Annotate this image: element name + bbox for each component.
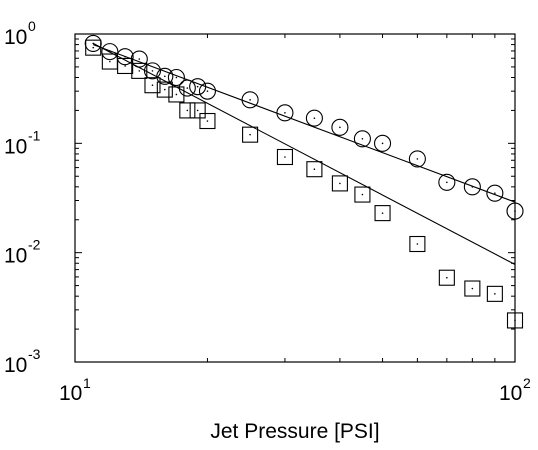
marker-center-dot (109, 60, 111, 63)
fit-line-2 (92, 42, 516, 265)
marker-center-dot (138, 58, 141, 60)
marker-center-dot (381, 142, 384, 145)
circle-marker (438, 173, 456, 191)
circle-marker (331, 118, 349, 136)
fit-lines (92, 42, 516, 265)
square-marker (331, 175, 348, 192)
marker-center-dot (138, 70, 141, 72)
marker-center-dot (284, 156, 286, 158)
y-tick-label: 10 (4, 245, 27, 268)
square-marker (131, 62, 148, 79)
marker-center-dot (164, 88, 166, 91)
marker-center-dot (361, 193, 364, 196)
y-tick-label: 10 (4, 135, 27, 158)
circle-marker (156, 67, 174, 85)
circle-marker (189, 78, 207, 96)
circle-marker (373, 134, 392, 152)
square-marker (156, 81, 173, 98)
marker-center-dot (92, 46, 95, 49)
square-marker (189, 102, 206, 119)
marker-center-dot (186, 109, 189, 112)
marker-center-dot (381, 212, 384, 214)
square-marker (199, 112, 216, 130)
square-marker (85, 39, 102, 56)
marker-center-dot (416, 243, 419, 245)
data-markers (84, 34, 524, 329)
tick-labels: 10 1 10 210 010 -110 -210 -3 (4, 18, 531, 405)
circle-marker (178, 79, 196, 97)
marker-center-dot (494, 192, 496, 194)
marker-center-dot (471, 186, 474, 188)
circle-marker (101, 43, 119, 61)
square-marker (438, 269, 455, 286)
circle-marker (353, 130, 371, 148)
square-marker (276, 148, 293, 166)
marker-center-dot (249, 133, 251, 136)
marker-center-dot (109, 50, 111, 53)
y-tick-label: 10 (4, 26, 27, 49)
marker-center-dot (471, 287, 474, 290)
marker-center-dot (446, 276, 448, 279)
marker-center-dot (416, 158, 419, 160)
x-tick-label: 10 (499, 382, 522, 405)
circle-marker (486, 184, 504, 202)
marker-center-dot (186, 87, 189, 89)
marker-center-dot (175, 93, 178, 96)
circle-marker (143, 62, 162, 80)
circle-marker (463, 178, 481, 196)
square-marker (374, 205, 391, 222)
marker-center-dot (124, 55, 126, 58)
circle-marker (241, 91, 259, 109)
marker-center-dot (313, 117, 316, 119)
marker-center-dot (284, 112, 286, 114)
x-tick-exponent: 2 (523, 375, 531, 391)
marker-center-dot (206, 90, 209, 92)
marker-center-dot (196, 109, 199, 112)
circle-marker (130, 50, 148, 68)
x-tick-exponent: 1 (83, 375, 91, 391)
marker-center-dot (361, 138, 364, 140)
circle-marker (167, 68, 185, 87)
circle-marker (276, 104, 294, 122)
fit-line-1 (93, 44, 516, 203)
axis-ticks (74, 34, 515, 363)
marker-center-dot (494, 293, 496, 295)
square-marker (409, 235, 426, 253)
square-marker (464, 280, 481, 297)
square-marker (242, 126, 259, 143)
square-marker (179, 102, 196, 119)
square-marker (144, 77, 161, 94)
marker-center-dot (151, 70, 154, 72)
square-marker (486, 285, 503, 302)
marker-center-dot (313, 168, 316, 170)
square-marker (117, 57, 134, 75)
y-tick-exponent: -1 (28, 127, 41, 143)
plot-frame (74, 33, 516, 363)
marker-center-dot (339, 126, 341, 129)
marker-center-dot (446, 181, 448, 184)
square-marker (354, 186, 371, 203)
y-tick-exponent: -3 (28, 346, 41, 362)
y-tick-exponent: -2 (28, 237, 41, 253)
circle-marker (408, 150, 426, 168)
marker-center-dot (124, 65, 126, 67)
marker-center-dot (196, 85, 199, 88)
marker-center-dot (164, 75, 166, 78)
circle-marker (198, 82, 217, 100)
x-tick-label: 10 (59, 382, 82, 405)
y-tick-exponent: 0 (28, 18, 36, 34)
marker-center-dot (175, 76, 178, 79)
circle-marker (305, 109, 323, 127)
x-axis-label: Jet Pressure [PSI] (210, 420, 379, 443)
marker-center-dot (151, 84, 154, 87)
y-tick-label: 10 (4, 354, 27, 377)
marker-center-dot (206, 120, 209, 122)
marker-center-dot (339, 182, 341, 185)
marker-center-dot (92, 42, 95, 45)
square-marker (306, 161, 323, 178)
marker-center-dot (249, 99, 251, 101)
square-marker (168, 86, 185, 103)
